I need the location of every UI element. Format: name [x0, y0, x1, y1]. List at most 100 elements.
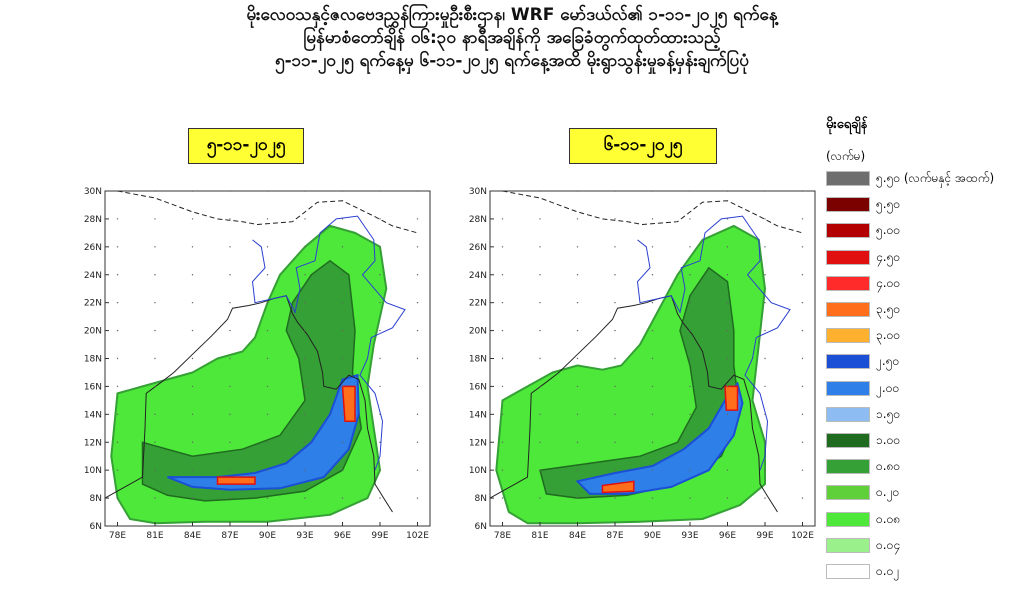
myanmar-border	[251, 215, 406, 471]
legend-item: ၅.၀၀	[826, 220, 1022, 242]
legend-swatch	[826, 406, 870, 422]
page-title: မိုးလေဝသနှင့်ဇလဗေဒညွှန်ကြားမှုဦးစီးဌာန၊ …	[0, 4, 1024, 73]
legend-swatch	[826, 433, 870, 448]
lat-tick-label: 12N	[469, 438, 487, 448]
legend-swatch	[826, 485, 870, 501]
legend-title: မိုးရေချိန်	[826, 117, 868, 132]
lat-tick-label: 14N	[469, 410, 487, 420]
legend-item: ၁.၅၀	[826, 404, 1022, 426]
legend-label: ၂.၀၀	[876, 380, 900, 395]
lon-tick-label: 81E	[146, 531, 163, 541]
lon-tick-label: 81E	[531, 531, 548, 541]
lon-tick-label: 87E	[221, 531, 238, 541]
legend-label: ၀.၈၀	[876, 459, 901, 474]
lat-tick-label: 10N	[84, 466, 102, 476]
legend-swatch	[826, 223, 870, 239]
legend-swatch	[826, 171, 870, 186]
rain-area-heavy	[575, 381, 744, 495]
lat-tick-label: 18N	[84, 355, 102, 365]
legend-item: ၀.၀၄	[826, 535, 1022, 557]
legend-item: ၀.၈၀	[826, 456, 1022, 478]
legend-swatch	[826, 511, 870, 527]
map-svg: 30N 28N 26N 24N 22N 20N 18N 16N 14N 12N 10N 8N 6N 78E…	[84, 187, 431, 541]
legend-label: ၅.၅၀ (လက်မနှင့် အထက်)	[876, 171, 995, 185]
legend-item: ၀.၂၀	[826, 482, 1022, 504]
rain-area-heavy	[167, 373, 360, 491]
rain-area-very-heavy	[341, 385, 356, 423]
lat-tick-label: 28N	[84, 215, 102, 225]
rainfall-map-day2: 30N 28N 26N 24N 22N 20N 18N 16N 14N 12N 10N 8N 6N 78E…	[460, 183, 820, 543]
lat-tick-label: 8N	[475, 494, 487, 504]
coastline	[490, 295, 778, 513]
legend-item: ၀.၀၈	[826, 509, 1022, 531]
myanmar-border	[636, 215, 791, 471]
legend-swatch	[826, 459, 870, 475]
legend-label: ၀.၀၂	[876, 564, 900, 578]
legend-label: ၂.၅၀	[876, 354, 900, 369]
legend-item: ၅.၅၀	[826, 194, 1022, 216]
rainfall-map-day1: 30N 28N 26N 24N 22N 20N 18N 16N 14N 12N 10N 8N 6N 78E…	[75, 183, 435, 543]
rain-area-very-heavy	[216, 476, 256, 485]
legend-label: ၃.၀၀	[876, 328, 901, 343]
legend-swatch	[826, 537, 870, 553]
northern-border	[117, 191, 418, 234]
lat-tick-label: 20N	[469, 327, 487, 337]
lat-tick-label: 10N	[469, 466, 487, 476]
lon-tick-label: 78E	[494, 531, 511, 541]
lat-tick-label: 6N	[90, 522, 102, 532]
title-line-2: မြန်မာစံတော်ချိန် ၀၆:၃၀ နာရီအချိန်ကို အခ…	[303, 28, 721, 48]
lat-tick-label: 6N	[475, 522, 487, 532]
lat-tick-label: 22N	[469, 299, 487, 309]
panel-date-2: ၆-၁၁-၂၀၂၅	[569, 128, 717, 164]
legend-item: ၃.၅၀	[826, 299, 1022, 321]
legend-item: ၂.၀၀	[826, 378, 1022, 400]
lat-tick-label: 26N	[84, 243, 102, 253]
lon-tick-label: 102E	[406, 531, 429, 541]
legend-label: ၄.၅၀	[876, 249, 901, 264]
lat-tick-label: 8N	[90, 494, 102, 504]
lat-tick-label: 16N	[469, 382, 487, 392]
legend-unit: (လက်မ)	[826, 149, 866, 163]
rain-area-very-heavy	[601, 480, 635, 494]
coastline	[105, 295, 393, 513]
legend-label: ၀.၂၀	[876, 485, 900, 500]
legend-label: ၃.၅၀	[876, 302, 901, 316]
lon-tick-label: 90E	[259, 531, 276, 541]
legend-item: ၄.၀၀	[826, 273, 1022, 295]
lon-tick-label: 102E	[791, 531, 814, 541]
legend-label: ၀.၀၈	[876, 511, 901, 526]
legend-label: ၁.၀၀	[876, 433, 901, 447]
lat-tick-label: 24N	[84, 271, 102, 281]
lat-tick-label: 18N	[469, 355, 487, 365]
legend-label: ၅.၀၀	[876, 223, 901, 238]
legend-item: ၅.၅၀ (လက်မနှင့် အထက်)	[826, 168, 1022, 190]
legend-item: ၀.၀၂	[826, 561, 1022, 583]
lon-tick-label: 99E	[756, 531, 773, 541]
lon-tick-label: 84E	[184, 531, 201, 541]
rain-area-very-heavy	[724, 385, 739, 411]
lat-tick-label: 30N	[469, 187, 487, 197]
legend-label: ၀.၀၄	[876, 537, 901, 552]
lon-tick-label: 90E	[644, 531, 661, 541]
lat-tick-label: 22N	[84, 299, 102, 309]
legend-item: ၁.၀၀	[826, 430, 1022, 452]
legend-swatch	[826, 380, 870, 396]
rain-area-moderate	[539, 266, 741, 499]
title-line-1: မိုးလေဝသနှင့်ဇလဗေဒညွှန်ကြားမှုဦးစီးဌာန၊ …	[246, 5, 778, 25]
lat-tick-label: 26N	[469, 243, 487, 253]
lon-tick-label: 84E	[569, 531, 586, 541]
lon-tick-label: 87E	[606, 531, 623, 541]
northern-border	[502, 191, 803, 234]
lat-tick-label: 16N	[84, 382, 102, 392]
lon-tick-label: 78E	[109, 531, 126, 541]
lon-tick-label: 93E	[296, 531, 313, 541]
lat-tick-label: 24N	[469, 271, 487, 281]
legend-swatch	[826, 354, 870, 370]
lon-tick-label: 93E	[681, 531, 698, 541]
legend-item: ၂.၅၀	[826, 351, 1022, 373]
legend-label: ၁.၅၀	[876, 406, 901, 421]
title-line-3: ၅-၁၁-၂၀၂၅ ရက်နေ့မှ ၆-၁၁-၂၀၂၅ ရက်နေ့အထိ မ…	[275, 51, 749, 71]
legend-item: ၄.၅၀	[826, 247, 1022, 269]
lon-tick-label: 96E	[334, 531, 351, 541]
lat-tick-label: 28N	[469, 215, 487, 225]
